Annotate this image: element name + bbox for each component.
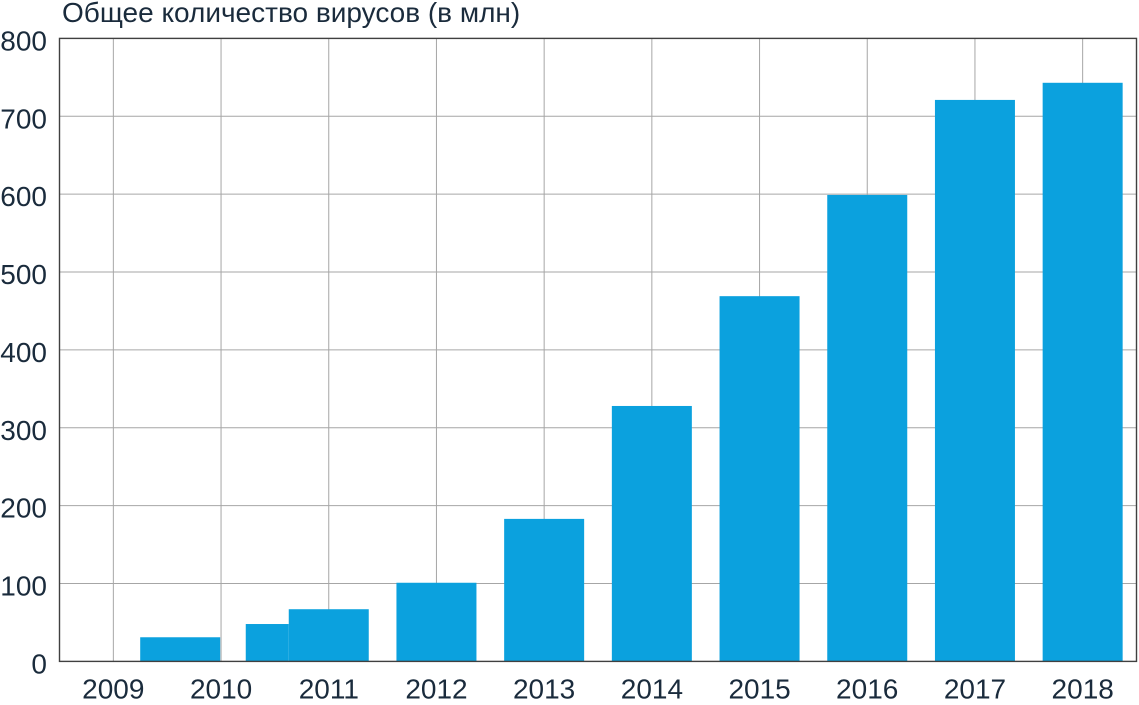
svg-text:2015: 2015 [728, 674, 790, 705]
svg-text:400: 400 [0, 337, 47, 368]
svg-text:100: 100 [0, 571, 47, 602]
svg-text:0: 0 [31, 648, 47, 679]
svg-text:2009: 2009 [82, 674, 144, 705]
svg-text:600: 600 [0, 181, 47, 212]
svg-text:2016: 2016 [836, 674, 898, 705]
svg-text:500: 500 [0, 259, 47, 290]
svg-text:2010: 2010 [190, 674, 252, 705]
svg-text:Общее количество вирусов (в мл: Общее количество вирусов (в млн) [62, 0, 520, 28]
svg-text:700: 700 [0, 103, 47, 134]
svg-text:2012: 2012 [405, 674, 467, 705]
svg-text:300: 300 [0, 415, 47, 446]
svg-text:2017: 2017 [944, 674, 1006, 705]
svg-text:200: 200 [0, 493, 47, 524]
svg-text:2018: 2018 [1052, 674, 1114, 705]
svg-text:800: 800 [0, 25, 47, 56]
svg-text:2011: 2011 [299, 674, 359, 705]
svg-text:2013: 2013 [513, 674, 575, 705]
svg-text:2014: 2014 [621, 674, 683, 705]
